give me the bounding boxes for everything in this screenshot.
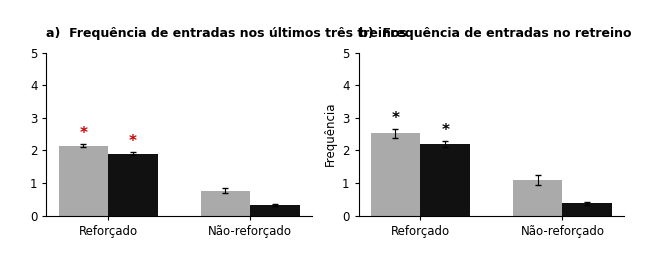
Bar — [250, 205, 300, 216]
Text: b)  Frequência de entradas no retreino: b) Frequência de entradas no retreino — [359, 27, 631, 39]
Text: a)  Frequência de entradas nos últimos três treinos: a) Frequência de entradas nos últimos tr… — [46, 27, 407, 39]
Bar — [371, 134, 420, 216]
Bar — [201, 191, 250, 216]
Text: *: * — [80, 126, 88, 141]
Y-axis label: Frequência: Frequência — [323, 102, 337, 166]
Text: *: * — [441, 123, 450, 138]
Bar — [58, 145, 108, 216]
Bar — [420, 144, 470, 216]
Bar — [513, 180, 562, 216]
Bar — [562, 203, 612, 216]
Bar — [108, 154, 158, 216]
Text: *: * — [392, 111, 400, 126]
Text: *: * — [129, 134, 137, 149]
